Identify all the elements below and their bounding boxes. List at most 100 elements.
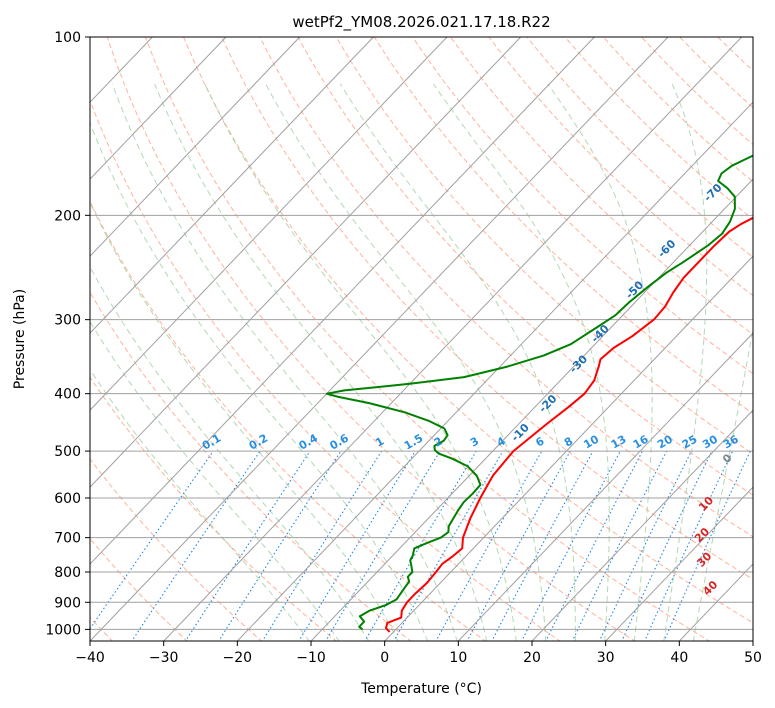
moist-adiabat — [547, 83, 653, 641]
isotherm-line — [163, 37, 743, 641]
mixing-ratio-label: 3 — [468, 434, 481, 449]
isotherm-line — [90, 37, 595, 565]
x-tick-label: −40 — [75, 650, 105, 666]
mixing-ratio-label: 20 — [655, 432, 675, 451]
isotherm-line — [457, 332, 753, 641]
isotherm-line — [90, 37, 301, 257]
dry-adiabat — [526, 37, 753, 258]
isotherm-line — [90, 37, 522, 488]
mixing-ratio-line — [644, 450, 734, 641]
mixing-ratio-label: 1 — [373, 434, 386, 449]
dry-adiabat — [335, 37, 753, 455]
dry-adiabat — [221, 37, 753, 580]
mixing-ratio-line — [435, 450, 543, 641]
dewpoint-profile — [325, 154, 753, 631]
dry-adiabat — [297, 37, 753, 496]
dry-adiabat — [373, 37, 753, 415]
mixing-ratio-label: 10 — [581, 432, 601, 451]
mixing-ratio-label: 30 — [700, 432, 720, 451]
moist-adiabat — [432, 83, 610, 641]
mixing-ratio-label: 6 — [533, 434, 546, 449]
moist-adiabat-label: 0 — [720, 451, 735, 466]
isotherm-line — [678, 563, 753, 641]
temperature-profile — [385, 216, 753, 633]
moist-adiabat — [90, 320, 340, 641]
y-tick-label: 800 — [54, 565, 81, 581]
mixing-ratio-line — [298, 450, 416, 641]
y-tick-label: 300 — [54, 313, 81, 329]
mixing-ratio-label: 25 — [680, 433, 700, 452]
dry-adiabat — [90, 200, 487, 641]
dry-adiabat-label: -50 — [623, 278, 646, 301]
mixing-ratio-label: 13 — [609, 433, 629, 452]
moist-adiabat — [265, 83, 547, 641]
moist-adiabat-label: 40 — [700, 578, 720, 598]
x-tick-label: 20 — [523, 650, 541, 666]
moist-adiabat — [339, 83, 576, 641]
dry-adiabat-label: -80 — [753, 127, 775, 150]
moist-adiabat — [692, 326, 753, 641]
isotherm-line — [90, 37, 448, 411]
y-tick-label: 400 — [54, 387, 81, 403]
dry-adiabat — [144, 37, 711, 641]
dry-adiabat-label: -40 — [589, 322, 612, 345]
dry-adiabat — [90, 291, 412, 641]
mixing-ratio-line — [663, 450, 751, 641]
mixing-ratio-line — [571, 450, 668, 641]
dry-adiabat — [679, 37, 753, 109]
moist-adiabat — [204, 83, 517, 641]
mixing-ratio-line — [521, 450, 621, 641]
mixing-ratio-label: 1.5 — [402, 432, 425, 453]
moist-adiabat — [90, 368, 311, 641]
y-tick-label: 700 — [54, 531, 81, 547]
x-tick-label: −10 — [296, 650, 326, 666]
x-tick-label: 10 — [449, 650, 467, 666]
isotherm-line — [0, 37, 5, 642]
mixing-ratio-line — [131, 450, 261, 641]
mixing-ratio-label: 0.4 — [297, 431, 321, 452]
mixing-ratio-line — [545, 450, 643, 641]
moist-adiabat — [111, 83, 458, 641]
dry-adiabat-label: -30 — [567, 352, 590, 375]
isotherm-line — [531, 409, 753, 641]
x-tick-label: 40 — [670, 650, 688, 666]
dry-adiabat-label: -10 — [509, 421, 532, 444]
x-axis-label: Temperature (°C) — [360, 681, 482, 697]
y-tick-label: 200 — [54, 208, 81, 224]
mixing-ratio-line — [325, 450, 441, 641]
isotherm-line — [90, 37, 669, 641]
isotherm-line — [605, 486, 753, 641]
mixing-ratio-label: 36 — [721, 432, 741, 451]
dry-adiabat — [488, 37, 753, 297]
y-tick-label: 100 — [54, 30, 81, 46]
mixing-ratio-label: 16 — [631, 432, 651, 451]
isotherm-line — [90, 37, 374, 334]
dry-adiabat — [259, 37, 753, 538]
mixing-ratio-label: 8 — [562, 434, 575, 449]
x-tick-label: 0 — [380, 650, 389, 666]
dry-adiabat — [90, 458, 263, 641]
y-tick-label: 500 — [54, 444, 81, 460]
y-tick-label: 1000 — [45, 622, 81, 638]
x-tick-label: 50 — [744, 650, 762, 666]
chart-title: wetPf2_YM08.2026.021.17.18.R22 — [292, 13, 550, 32]
mixing-ratio-line — [218, 450, 342, 641]
mixing-ratio-line — [466, 450, 571, 641]
dry-adiabat — [90, 98, 561, 641]
moist-adiabat — [90, 201, 399, 641]
dry-adiabat — [90, 537, 188, 641]
isotherm-line — [384, 255, 753, 641]
dry-adiabat — [450, 37, 753, 336]
dry-adiabat-label: -60 — [655, 237, 678, 260]
moist-adiabat — [90, 121, 429, 641]
dry-adiabat — [106, 37, 636, 641]
dry-adiabat — [756, 37, 775, 642]
plot-frame — [89, 36, 754, 642]
y-tick-label: 600 — [54, 491, 81, 507]
moist-adiabat — [663, 83, 708, 641]
isotherm-line — [236, 101, 753, 641]
y-tick-label: 900 — [54, 595, 81, 611]
x-tick-label: −30 — [149, 650, 179, 666]
mixing-ratio-line — [90, 450, 214, 630]
